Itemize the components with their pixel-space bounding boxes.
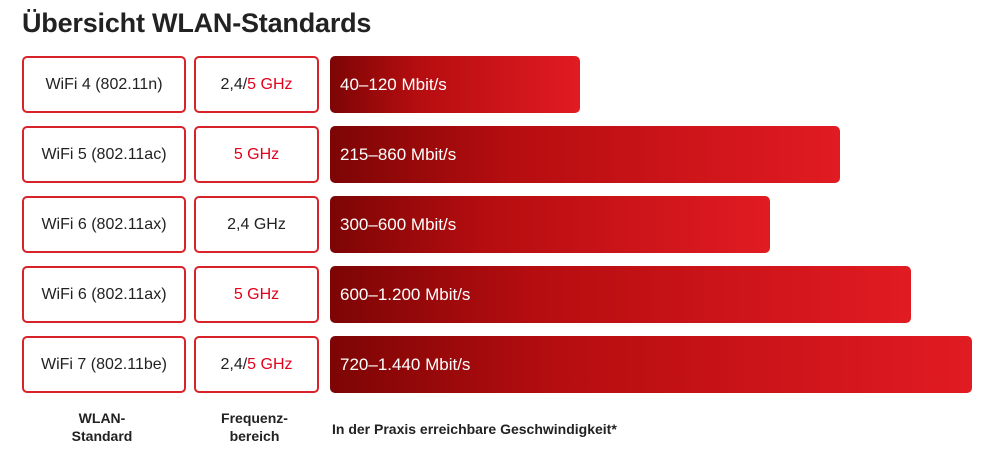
page-title: Übersicht WLAN-Standards (22, 8, 372, 38)
speed-value-label: 40–120 Mbit/s (340, 74, 447, 94)
frequency-label: 5 GHz (194, 126, 319, 183)
speed-value-label: 300–600 Mbit/s (340, 214, 457, 234)
column-label-speed: In der Praxis erreichbare Geschwindigkei… (332, 421, 617, 437)
speed-bar: 40–120 Mbit/s (330, 56, 580, 113)
speed-bar: 300–600 Mbit/s (330, 196, 770, 253)
chart-row: WiFi 6 (802.11ax) 2,4 GHz 300–600 Mbit/s (0, 196, 990, 253)
wlan-standard-label: WiFi 6 (802.11ax) (22, 266, 186, 323)
speed-value-label: 720–1.440 Mbit/s (340, 354, 471, 374)
speed-bar: 720–1.440 Mbit/s (330, 336, 972, 393)
speed-bar: 600–1.200 Mbit/s (330, 266, 911, 323)
frequency-label: 2,4/5 GHz (194, 336, 319, 393)
speed-value-label: 215–860 Mbit/s (340, 144, 457, 164)
column-label-frequency: Frequenz-bereich (221, 410, 288, 444)
frequency-label: 5 GHz (194, 266, 319, 323)
chart-row: WiFi 6 (802.11ax) 5 GHz 600–1.200 Mbit/s (0, 266, 990, 323)
speed-value-label: 600–1.200 Mbit/s (340, 284, 471, 304)
wlan-standard-label: WiFi 6 (802.11ax) (22, 196, 186, 253)
column-label-standard: WLAN- Standard (71, 410, 133, 444)
wlan-standard-label: WiFi 7 (802.11be) (22, 336, 186, 393)
chart-row: WiFi 7 (802.11be) 2,4/5 GHz 720–1.440 Mbit… (0, 336, 990, 393)
chart-row: WiFi 5 (802.11ac) 5 GHz 215–860 Mbit/s (0, 126, 990, 183)
frequency-label: 2,4/5 GHz (194, 56, 319, 113)
speed-bar: 215–860 Mbit/s (330, 126, 840, 183)
chart-rows: WiFi 4 (802.11n) 2,4/5 GHz 40–120 Mbit/s Wi… (0, 56, 990, 406)
wlan-standard-label: WiFi 4 (802.11n) (22, 56, 186, 113)
frequency-label: 2,4 GHz (194, 196, 319, 253)
wlan-standard-label: WiFi 5 (802.11ac) (22, 126, 186, 183)
chart-row: WiFi 4 (802.11n) 2,4/5 GHz 40–120 Mbit/s (0, 56, 990, 113)
